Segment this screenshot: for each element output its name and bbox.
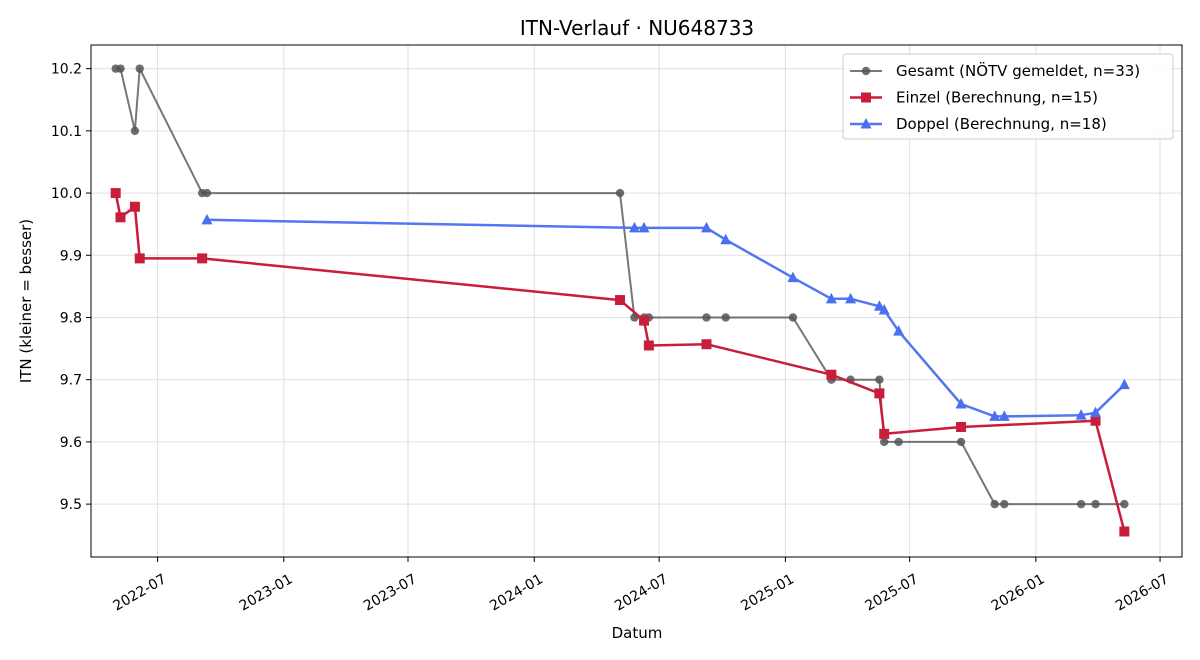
series-1 — [111, 64, 1129, 509]
x-tick-label: 2023-01 — [237, 571, 296, 614]
data-point — [998, 410, 1010, 421]
data-point — [880, 437, 889, 447]
series-2 — [110, 188, 1130, 537]
data-point — [638, 221, 650, 233]
y-tick-label: 10.0 — [51, 186, 82, 202]
data-point — [615, 188, 625, 198]
data-point — [115, 212, 126, 223]
legend-item: Doppel (Berechnung, n=18) — [850, 115, 1107, 133]
series-layer — [110, 64, 1130, 537]
data-point — [1090, 415, 1101, 426]
data-point — [1118, 378, 1130, 390]
x-tick-label: 2024-01 — [487, 571, 546, 614]
data-point — [875, 375, 884, 384]
data-point — [721, 313, 730, 322]
x-axis: 2022-07 2023-01 2023-07 2024-01 2024-07 2025-… — [110, 557, 1172, 614]
data-point — [826, 369, 837, 380]
data-point — [874, 388, 885, 399]
legend-item: Gesamt (NÖTV gemeldet, n=33) — [850, 61, 1140, 80]
data-point — [879, 428, 890, 439]
legend-item: Einzel (Berechnung, n=15) — [850, 89, 1098, 107]
x-tick-label: 2023-07 — [361, 571, 420, 614]
x-tick-label: 2026-01 — [989, 571, 1048, 614]
legend-box — [842, 53, 1174, 140]
data-point — [990, 499, 999, 509]
data-point — [643, 340, 654, 351]
data-point — [700, 221, 712, 233]
data-point — [201, 213, 213, 225]
legend-swatch-marker — [861, 66, 871, 76]
data-point — [135, 64, 144, 73]
y-tick-label: 9.9 — [60, 248, 82, 264]
data-point — [1091, 499, 1100, 509]
data-point — [1075, 409, 1087, 420]
data-point — [197, 253, 208, 264]
y-tick-label: 10.1 — [51, 124, 82, 140]
x-tick-label: 2022-07 — [110, 571, 169, 614]
data-point — [116, 64, 125, 73]
x-tick-label: 2025-01 — [738, 571, 797, 614]
data-point — [955, 397, 967, 409]
data-point — [130, 126, 140, 136]
data-point — [702, 313, 711, 322]
data-point — [989, 410, 1001, 421]
data-point — [878, 304, 890, 315]
data-point — [129, 201, 140, 212]
x-axis-label: Datum — [612, 624, 663, 642]
data-point — [1120, 499, 1129, 509]
y-axis: 9.5 9.6 9.7 9.8 9.9 10.0 10.1 10.2 — [51, 62, 91, 513]
data-point — [1090, 406, 1102, 418]
x-tick-label: 2025-07 — [863, 571, 922, 614]
data-point — [701, 339, 712, 350]
series-3 — [201, 213, 1130, 421]
data-point — [893, 325, 905, 336]
data-point — [639, 315, 650, 326]
legend-swatch-marker — [861, 92, 871, 103]
legend-label: Doppel (Berechnung, n=18) — [896, 115, 1107, 133]
data-point — [110, 188, 121, 199]
data-point — [956, 437, 966, 447]
series-line — [114, 192, 1126, 532]
data-point — [1119, 526, 1130, 537]
data-point — [788, 313, 798, 322]
y-tick-label: 9.6 — [60, 435, 82, 451]
y-tick-label: 9.7 — [60, 373, 82, 389]
chart-title: ITN-Verlauf · NU648733 — [520, 16, 754, 40]
data-point — [720, 233, 732, 245]
data-point — [894, 437, 903, 447]
legend: Gesamt (NÖTV gemeldet, n=33) Einzel (Bere… — [842, 53, 1174, 140]
data-point — [615, 295, 626, 306]
data-point — [628, 221, 640, 233]
y-tick-label: 9.8 — [60, 310, 82, 326]
data-point — [845, 292, 857, 304]
y-axis-label: ITN (kleiner = besser) — [17, 219, 35, 383]
x-tick-label: 2024-07 — [612, 571, 671, 614]
data-point — [1000, 499, 1009, 509]
data-point — [787, 271, 799, 283]
y-tick-label: 9.5 — [60, 497, 82, 513]
data-point — [134, 253, 145, 264]
legend-label: Einzel (Berechnung, n=15) — [896, 89, 1098, 107]
data-point — [1076, 499, 1086, 509]
legend-swatch-marker — [860, 118, 872, 129]
data-point — [956, 421, 967, 432]
legend-label: Gesamt (NÖTV gemeldet, n=33) — [896, 61, 1140, 80]
data-point — [825, 292, 837, 304]
plot-frame — [90, 44, 1183, 558]
data-point — [202, 188, 212, 198]
x-tick-label: 2026-07 — [1113, 571, 1172, 614]
y-tick-label: 10.2 — [51, 62, 82, 78]
